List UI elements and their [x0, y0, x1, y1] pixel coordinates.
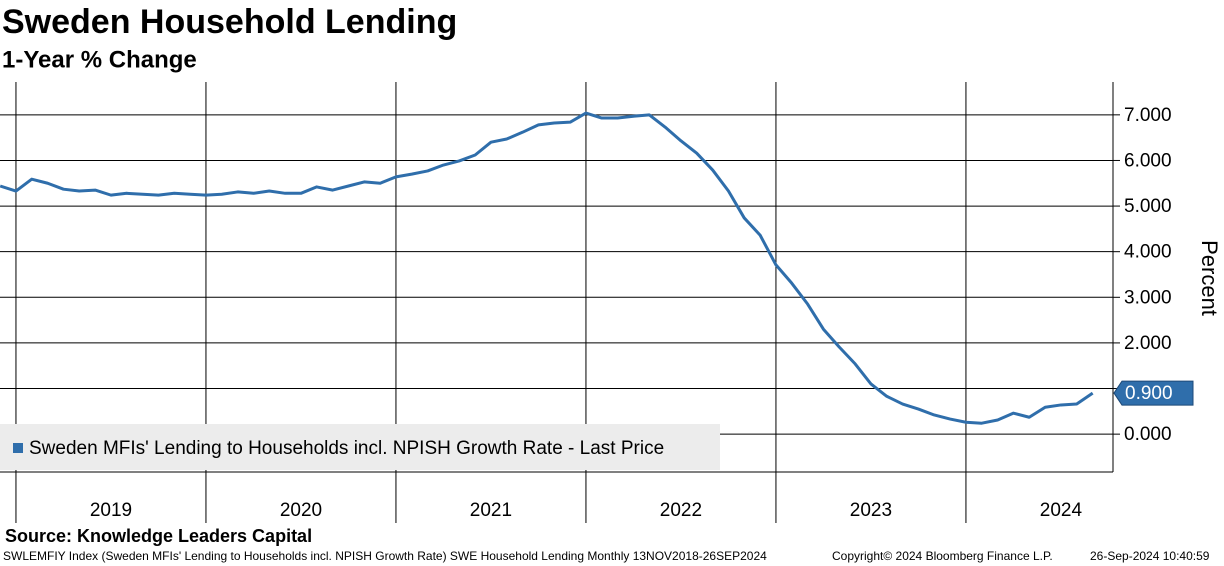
y-tick-label: 5.000 — [1124, 196, 1172, 217]
source: Source: Knowledge Leaders Capital — [5, 526, 312, 546]
x-tick-label: 2021 — [470, 500, 512, 521]
x-tick-label: 2019 — [90, 500, 132, 521]
y-tick-label: 0.000 — [1124, 424, 1172, 445]
legend-label: Sweden MFIs' Lending to Households incl.… — [29, 438, 664, 459]
legend-swatch — [13, 443, 23, 453]
last-price-box — [1113, 380, 1194, 406]
chart-title: Sweden Household Lending — [2, 3, 457, 41]
y-tick-label: 6.000 — [1124, 150, 1172, 171]
chart-subtitle: 1-Year % Change — [2, 46, 197, 73]
last-price-label: 0.900 — [1125, 383, 1173, 404]
x-tick-label: 2023 — [850, 500, 892, 521]
y-tick-label: 4.000 — [1124, 242, 1172, 263]
y-tick-label: 7.000 — [1124, 105, 1172, 126]
legend-box — [0, 424, 720, 470]
x-tick-label: 2022 — [660, 500, 702, 521]
legend: Sweden MFIs' Lending to Households incl.… — [0, 424, 720, 470]
y-tick-label: 3.000 — [1124, 287, 1172, 308]
y-axis-label: Percent — [1197, 240, 1222, 316]
footer: 26-Sep-2024 10:40:59 — [1090, 549, 1210, 563]
line-series — [0, 111, 1094, 425]
y-tick-label: 2.000 — [1124, 333, 1172, 354]
footer: Copyright© 2024 Bloomberg Finance L.P. — [832, 549, 1053, 563]
x-tick-label: 2020 — [280, 500, 322, 521]
footer: SWLEMFIY Index (Sweden MFIs' Lending to … — [3, 549, 767, 563]
x-tick-label: 2024 — [1040, 500, 1083, 521]
